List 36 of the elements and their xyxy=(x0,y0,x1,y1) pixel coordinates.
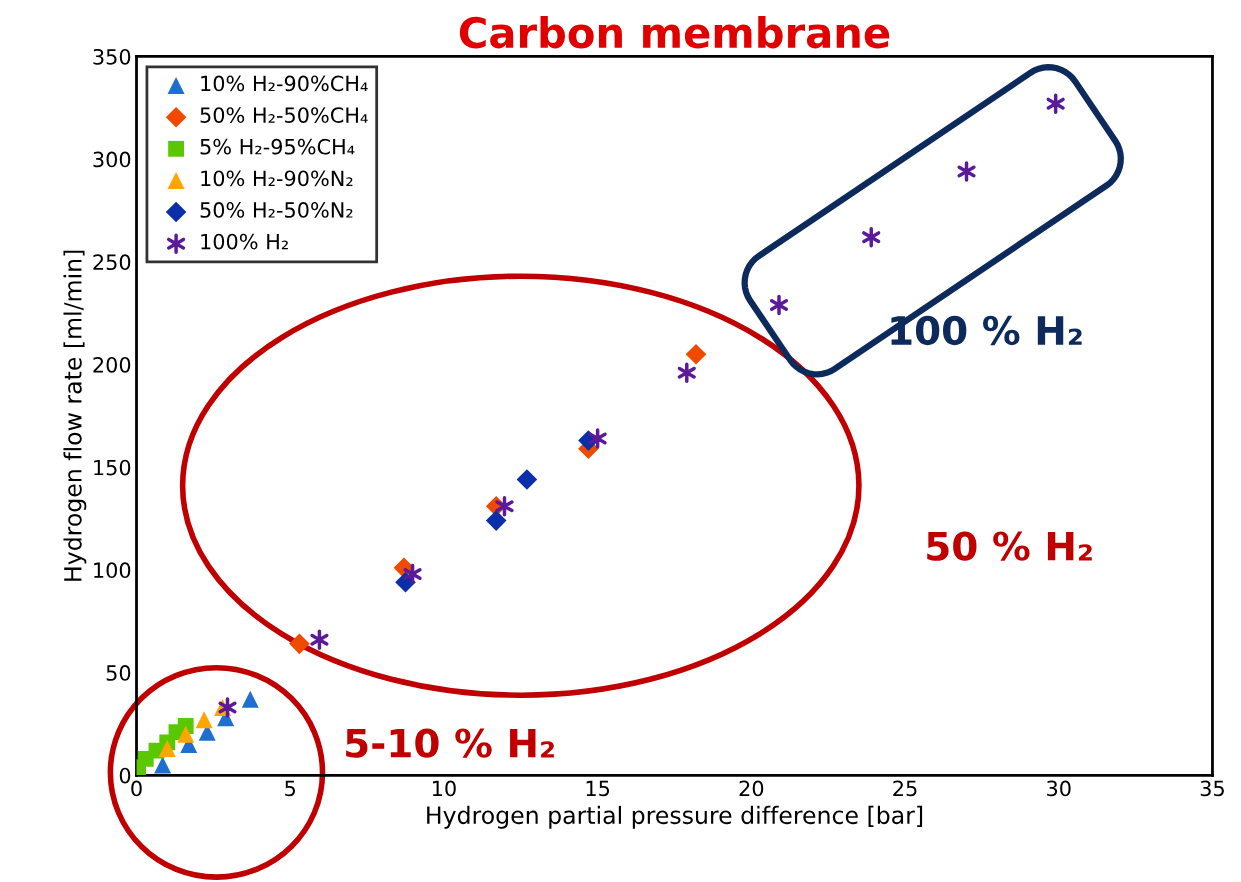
legend-label: 50% H₂-50%CH₄ xyxy=(200,107,368,123)
legend-label: 10% H₂-90%N₂ xyxy=(201,170,353,187)
x-tick-label: 15 xyxy=(586,780,610,797)
x-tick-label: 20 xyxy=(739,780,764,797)
point xyxy=(685,343,707,365)
point xyxy=(485,510,507,531)
point xyxy=(195,711,213,729)
y-tick-label: 250 xyxy=(93,254,131,271)
y-tick-label: 150 xyxy=(94,459,131,476)
point xyxy=(158,740,176,758)
point xyxy=(177,725,195,743)
legend-label: 10% H₂-90%CH₄ xyxy=(201,75,368,92)
y-axis-title: Hydrogen flow rate [ml/min] xyxy=(63,250,87,581)
chart-title: Carbon membrane xyxy=(459,16,890,49)
x-tick-label: 0 xyxy=(131,780,142,797)
y-tick-label: 100 xyxy=(94,562,131,579)
y-tick-label: 50 xyxy=(106,665,131,681)
annotation: 5-10 % H₂ xyxy=(346,728,554,758)
y-tick-label: 350 xyxy=(93,48,131,65)
point xyxy=(241,690,259,708)
x-tick-label: 25 xyxy=(893,780,917,797)
legend-label: 50% H₂-50%N₂ xyxy=(200,202,353,218)
y-tick-label: 300 xyxy=(93,151,131,168)
annotation: 50 % H₂ xyxy=(927,531,1092,561)
point xyxy=(516,469,538,490)
point xyxy=(289,633,310,655)
x-tick-label: 30 xyxy=(1047,780,1071,797)
y-tick-label: 200 xyxy=(93,356,131,373)
annotation: 100 % H₂ xyxy=(891,315,1082,346)
legend-label: 5% H₂-95%CH₄ xyxy=(200,138,355,155)
x-tick-label: 10 xyxy=(432,780,456,797)
y-tick-label: 0 xyxy=(119,767,131,784)
point xyxy=(154,756,172,774)
x-tick-label: 5 xyxy=(285,780,296,797)
x-tick-label: 35 xyxy=(1200,780,1224,797)
x-axis-title: Hydrogen partial pressure difference [bar] xyxy=(427,805,923,829)
